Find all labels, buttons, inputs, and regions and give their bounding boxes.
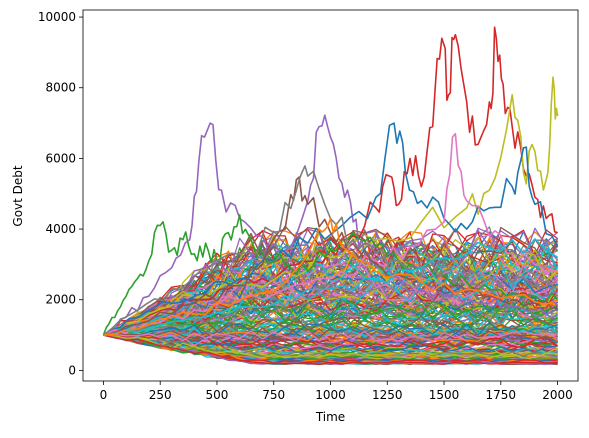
bundle-path bbox=[103, 330, 558, 343]
x-tick-label: 1250 bbox=[372, 388, 403, 402]
x-tick-label: 250 bbox=[149, 388, 172, 402]
y-axis: 0 2000 4000 6000 8000 10000 bbox=[38, 10, 83, 377]
x-tick-label: 1500 bbox=[429, 388, 460, 402]
y-axis-label: Govt Debt bbox=[11, 165, 25, 227]
bundle-path bbox=[103, 326, 558, 341]
series-line-2 bbox=[103, 76, 559, 336]
series-line-1 bbox=[103, 26, 558, 336]
x-axis-label: Time bbox=[315, 410, 345, 424]
y-tick-label: 8000 bbox=[45, 81, 76, 95]
bundle-path bbox=[103, 262, 559, 336]
y-tick-label: 2000 bbox=[45, 293, 76, 307]
bundle-path bbox=[103, 294, 558, 336]
bundle-path bbox=[103, 329, 558, 343]
plot-frame bbox=[82, 9, 579, 382]
x-tick-label: 2000 bbox=[542, 388, 573, 402]
bundle-path bbox=[103, 231, 558, 336]
series-line-9 bbox=[103, 238, 559, 336]
series-layer bbox=[102, 26, 559, 336]
x-tick-label: 750 bbox=[262, 388, 285, 402]
y-tick-label: 10000 bbox=[38, 10, 76, 24]
y-tick-label: 6000 bbox=[45, 151, 76, 165]
simulation-paths-bundle bbox=[103, 225, 559, 366]
bundle-path bbox=[103, 321, 558, 337]
x-axis: 0 250 500 750 1000 1250 1500 1750 2000 bbox=[100, 381, 573, 402]
series-line-4 bbox=[102, 122, 559, 336]
y-tick-label: 0 bbox=[68, 363, 76, 377]
series-line-6 bbox=[102, 214, 559, 336]
bundle-path bbox=[103, 334, 558, 365]
series-line-10 bbox=[103, 217, 558, 336]
bundle-path bbox=[103, 334, 558, 359]
x-tick-label: 1000 bbox=[315, 388, 346, 402]
y-tick-label: 4000 bbox=[45, 222, 76, 236]
x-tick-label: 500 bbox=[206, 388, 229, 402]
x-tick-label: 0 bbox=[100, 388, 108, 402]
x-tick-label: 1750 bbox=[486, 388, 517, 402]
series-line-3 bbox=[103, 114, 559, 336]
bundle-path bbox=[103, 305, 558, 336]
series-line-8 bbox=[102, 165, 559, 336]
bundle-path bbox=[103, 334, 558, 349]
bundle-path bbox=[103, 334, 558, 365]
series-line-7 bbox=[103, 176, 558, 336]
bundle-path bbox=[103, 258, 558, 336]
